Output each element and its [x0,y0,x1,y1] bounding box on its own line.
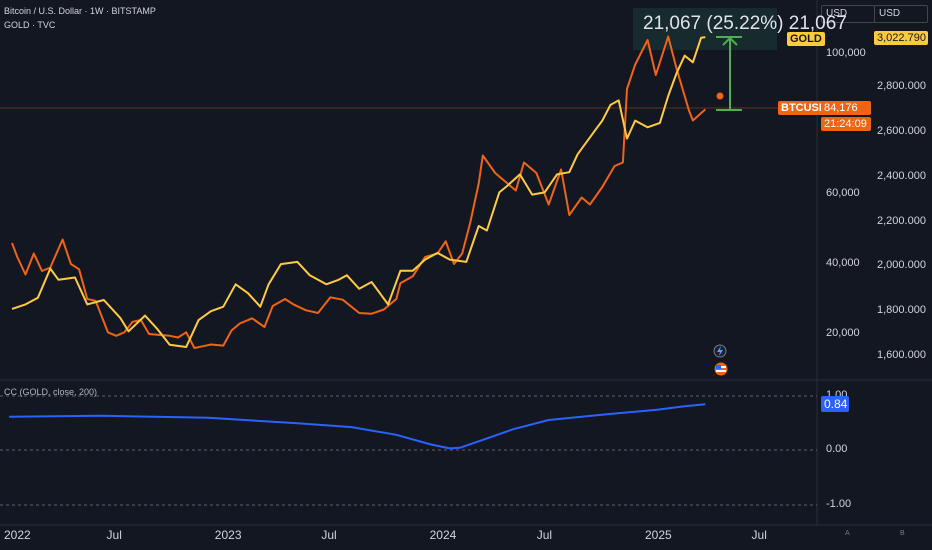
time-axis-tick: 2022 [4,528,31,542]
time-axis-tick: Jul [321,528,337,542]
btc-last-point-dot [716,92,724,100]
measurement-area [633,8,777,50]
log-scale-badge[interactable]: B [900,530,905,537]
time-axis-tick: Jul [106,528,122,542]
right-axis-unit[interactable]: USD [874,5,928,23]
time-axis-tick: 2025 [644,528,672,542]
indicator-legend[interactable]: CC (GOLD, close, 200) [4,387,98,397]
measurement-label: 21,067 (25.22%) 21,067 [643,13,847,34]
gold-axis-tick: 1,600.000 [877,349,926,361]
gold-axis-tick: 2,000.000 [877,259,926,272]
main-series-legend[interactable]: Bitcoin / U.S. Dollar · 1W · BITSTAMP [4,6,156,16]
gold-axis-tick: 2,600.000 [877,124,926,137]
btc-axis-tick: 20,000 [826,327,860,339]
btc-axis-tick: 60,000 [826,187,860,199]
gold-axis-tick: 1,800.000 [877,304,926,317]
time-axis-tick: Jul [536,528,553,542]
us-flag-stripe-icon-2 [716,370,726,372]
btc-axis-tick: 40,000 [826,257,860,269]
compare-series-legend[interactable]: GOLD · TVC [4,20,56,30]
time-axis-tick: 2023 [214,528,242,542]
time-axis-tick: 2024 [429,528,457,542]
gold-axis-tick: 2,800.000 [877,80,926,92]
auto-scale-badge[interactable]: A [845,530,850,537]
measurement-arrow-head [722,36,738,46]
lightning-icon-glyph [717,346,723,356]
cc-series-line [9,403,706,450]
us-flag-canton-icon [716,365,721,369]
btc-price-tag: 84,176 [821,101,871,115]
btc-series-line [11,35,706,349]
btc-series-tag: BTCUSD [778,101,830,115]
gold-series-tag: GOLD [787,32,825,46]
gold-axis-tick: 2,400.000 [877,169,926,182]
time-axis-tick: Jul [751,528,767,542]
cc-axis-tick: 0.00 [826,443,848,455]
gold-series-line [11,36,706,348]
bar-countdown-tag: 21:24:09 [821,117,871,131]
gold-price-tag: 3,022.790 [874,31,928,45]
gold-axis-tick: 2,200.000 [877,214,926,227]
btc-axis-tick: 100,000 [826,47,866,59]
cc-value-tag: 0.84 [821,396,849,412]
cc-axis-tick: -1.00 [826,497,852,510]
